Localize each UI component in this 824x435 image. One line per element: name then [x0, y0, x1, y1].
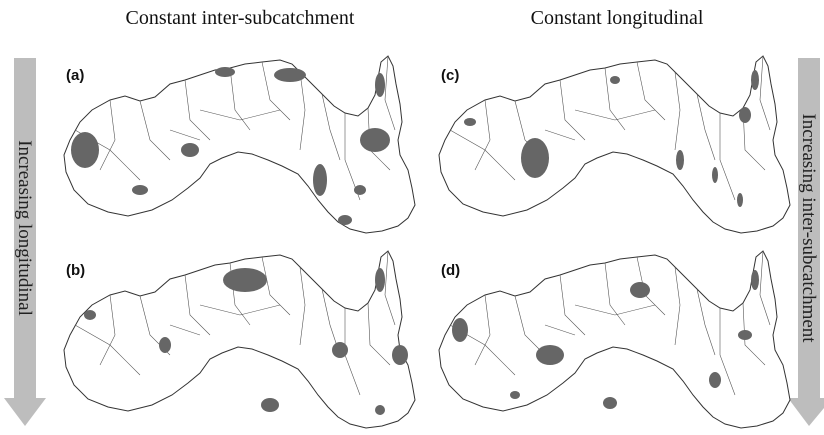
- panel-label: (c): [441, 67, 459, 84]
- column-title: Constant longitudinal: [531, 7, 704, 29]
- panel-label: (a): [66, 67, 84, 84]
- arrow-label: Increasing inter-subcatchment: [798, 113, 819, 343]
- map-panel: (c): [439, 56, 790, 233]
- arrow-label: Increasing longitudinal: [14, 140, 35, 316]
- panel-label: (d): [441, 262, 460, 279]
- column-title: Constant inter-subcatchment: [126, 7, 355, 29]
- figure: Constant inter-subcatchment Constant lon…: [0, 0, 824, 435]
- panel-label: (b): [66, 262, 85, 279]
- map-panel: (a): [64, 56, 415, 233]
- map-panel: (d): [439, 251, 790, 428]
- map-panel: (b): [64, 251, 415, 428]
